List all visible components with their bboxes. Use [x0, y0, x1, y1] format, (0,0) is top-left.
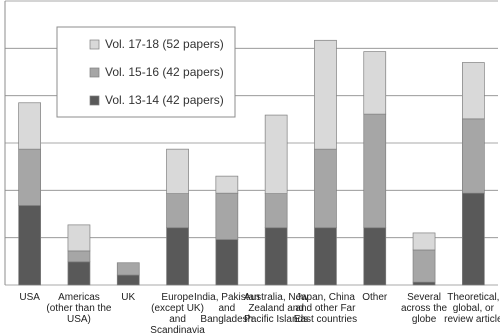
- bar-segment: [18, 148, 41, 206]
- bar-segment: [412, 281, 436, 286]
- bar-segment: [264, 227, 288, 286]
- bar-segment: [363, 51, 387, 115]
- x-tick-label: India, Pakistan and Bangladesh: [194, 292, 260, 325]
- bar-segment: [166, 227, 189, 286]
- x-tick-label: Europe (except UK) and Scandinavia: [150, 292, 205, 333]
- x-tick-label: Americas (other than the USA): [46, 292, 112, 325]
- bar-segment: [215, 239, 239, 286]
- legend-label: Vol. 17-18 (52 papers): [105, 37, 224, 51]
- bar-segment: [116, 274, 140, 286]
- bar-segment: [363, 113, 387, 229]
- x-tick-label: Australia, New Zealand and Pacific Islan…: [243, 292, 309, 325]
- bar-segment: [412, 232, 436, 251]
- bar-segment: [314, 39, 337, 150]
- x-tick-label: Japan, China and other Far East countrie…: [293, 292, 358, 325]
- x-tick-label: Other: [362, 292, 388, 303]
- x-tick-label: Several across the globe: [400, 292, 448, 325]
- bar-segment: [215, 192, 239, 240]
- bar-segment: [116, 262, 140, 276]
- legend-swatch: [89, 39, 100, 50]
- bar-segment: [18, 102, 41, 150]
- legend-swatch: [89, 67, 100, 78]
- bar-segment: [166, 148, 189, 194]
- bar-segment: [462, 62, 485, 120]
- x-tick-label: USA: [19, 292, 40, 303]
- bar-segment: [264, 114, 288, 194]
- legend-swatch: [89, 95, 100, 106]
- bar-segment: [363, 227, 387, 286]
- legend-label: Vol. 15-16 (42 papers): [105, 65, 224, 79]
- bar-segment: [314, 148, 337, 229]
- bar-segment: [412, 249, 436, 283]
- x-tick-label: Theoretical, global, or review article: [444, 292, 500, 325]
- bar-segment: [67, 250, 91, 263]
- x-tick-label: UK: [121, 292, 136, 303]
- bar-segment: [67, 224, 91, 252]
- legend-label: Vol. 13-14 (42 papers): [105, 93, 224, 107]
- legend-box: [56, 26, 236, 118]
- bar-segment: [462, 192, 485, 286]
- bar-segment: [18, 205, 41, 286]
- bar-segment: [215, 175, 239, 194]
- bar-segment: [264, 193, 288, 229]
- bar-segment: [67, 261, 91, 286]
- bar-segment: [462, 118, 485, 194]
- bar-segment: [314, 227, 337, 286]
- bar-segment: [166, 193, 189, 229]
